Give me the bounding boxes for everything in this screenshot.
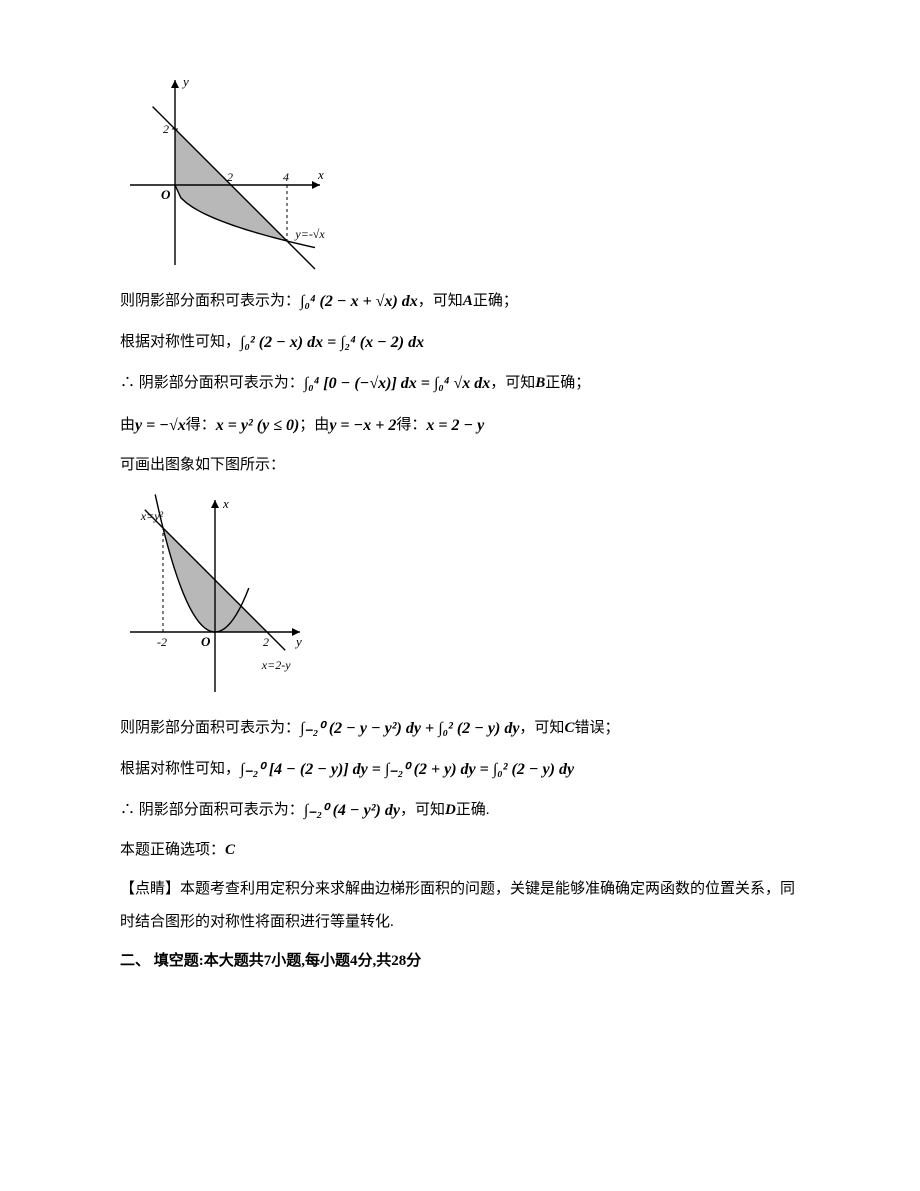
opt-C: C xyxy=(564,712,574,745)
p4-a: 由 xyxy=(120,409,135,442)
line-p6: 根据对称性可知， ∫₋₂⁰ [4 − (2 − y)] dy = ∫₋₂⁰ (2… xyxy=(120,752,800,787)
formula-7: ∫₋₂⁰ (4 − y²) dy xyxy=(304,793,400,828)
opt-B: B xyxy=(535,367,545,400)
formula-5: ∫₋₂⁰ (2 − y − y²) dy + ∫₀² (2 − y) dy xyxy=(300,711,519,746)
svg-text:-2: -2 xyxy=(157,635,167,649)
p7-b: ，可知 xyxy=(400,794,445,827)
svg-text:y: y xyxy=(181,74,189,89)
opt-A: A xyxy=(463,285,473,318)
line-p3: ∴ 阴影部分面积可表示为： ∫₀⁴ [0 − (−√x)] dx = ∫₀⁴ √… xyxy=(120,366,800,401)
line-p9: 【点睛】本题考查利用定积分来求解曲边梯形面积的问题，关键是能够准确确定两函数的位… xyxy=(120,873,800,939)
p4-b: 得： xyxy=(186,409,216,442)
svg-text:O: O xyxy=(161,187,171,202)
svg-text:2: 2 xyxy=(263,635,269,649)
line-p2: 根据对称性可知， ∫₀² (2 − x) dx = ∫₂⁴ (x − 2) dx xyxy=(120,325,800,360)
svg-text:y=-√x: y=-√x xyxy=(294,227,325,241)
p7-c: 正确. xyxy=(456,794,490,827)
p1-text-c: 正确； xyxy=(473,285,518,318)
p4-c: ；由 xyxy=(299,409,329,442)
svg-text:2: 2 xyxy=(227,170,233,184)
line-p4: 由 y = −√x 得： x = y² (y ≤ 0) ；由 y = −x + … xyxy=(120,408,800,443)
svg-text:O: O xyxy=(201,634,211,649)
p4-d: 得： xyxy=(396,409,426,442)
figure-1: 224Oxyy=-√xy=-x+2 xyxy=(120,70,800,270)
formula-3: ∫₀⁴ [0 − (−√x)] dx = ∫₀⁴ √x dx xyxy=(304,366,490,401)
line-p8: 本题正确选项： C xyxy=(120,834,800,867)
line-p7: ∴ 阴影部分面积可表示为： ∫₋₂⁰ (4 − y²) dy ，可知 D 正确. xyxy=(120,793,800,828)
svg-text:4: 4 xyxy=(283,170,289,184)
svg-text:x=2-y: x=2-y xyxy=(261,658,291,672)
formula-2: ∫₀² (2 − x) dx = ∫₂⁴ (x − 2) dx xyxy=(240,325,424,360)
formula-4d: x = 2 − y xyxy=(426,408,484,443)
svg-text:x: x xyxy=(222,496,229,511)
p7-a: ∴ 阴影部分面积可表示为： xyxy=(120,794,304,827)
formula-4b: x = y² (y ≤ 0) xyxy=(216,408,300,443)
formula-4c: y = −x + 2 xyxy=(329,408,396,443)
svg-text:x: x xyxy=(317,167,324,182)
p6-a: 根据对称性可知， xyxy=(120,753,240,786)
figure-2: -2 2 Ox y x=y² x=2-y xyxy=(120,492,800,697)
p1-text-b: ，可知 xyxy=(418,285,463,318)
f5-a: 则阴影部分面积可表示为： xyxy=(120,712,300,745)
p3-text-a: ∴ 阴影部分面积可表示为： xyxy=(120,367,304,400)
line-p1: 则阴影部分面积可表示为： ∫₀⁴ (2 − x + √x) dx ，可知 A 正… xyxy=(120,284,800,319)
p1-text-a: 则阴影部分面积可表示为： xyxy=(120,285,300,318)
p8-b: C xyxy=(225,834,235,867)
p9-text: 【点睛】本题考查利用定积分来求解曲边梯形面积的问题，关键是能够准确确定两函数的位… xyxy=(120,873,800,939)
p5-text: 可画出图象如下图所示： xyxy=(120,449,285,482)
p8-a: 本题正确选项： xyxy=(120,834,225,867)
formula-6: ∫₋₂⁰ [4 − (2 − y)] dy = ∫₋₂⁰ (2 + y) dy … xyxy=(240,752,574,787)
p2-text-a: 根据对称性可知， xyxy=(120,326,240,359)
svg-text:2: 2 xyxy=(163,122,169,136)
p3-text-c: 正确； xyxy=(545,367,590,400)
svg-text:x=y²: x=y² xyxy=(140,509,164,523)
f5-b: ，可知 xyxy=(519,712,564,745)
formula-4a: y = −√x xyxy=(135,408,186,443)
figure1-svg: 224Oxyy=-√xy=-x+2 xyxy=(120,70,330,270)
line-p5: 可画出图象如下图所示： xyxy=(120,449,800,482)
section-text: 二、 填空题:本大题共7小题,每小题4分,共28分 xyxy=(120,945,421,978)
opt-D: D xyxy=(445,794,456,827)
line-f5: 则阴影部分面积可表示为： ∫₋₂⁰ (2 − y − y²) dy + ∫₀² … xyxy=(120,711,800,746)
section-heading: 二、 填空题:本大题共7小题,每小题4分,共28分 xyxy=(120,945,800,978)
p3-text-b: ，可知 xyxy=(490,367,535,400)
f5-c: 错误； xyxy=(574,712,619,745)
svg-text:y: y xyxy=(294,634,302,649)
formula-1: ∫₀⁴ (2 − x + √x) dx xyxy=(300,284,418,319)
figure2-svg: -2 2 Ox y x=y² x=2-y xyxy=(120,492,310,697)
